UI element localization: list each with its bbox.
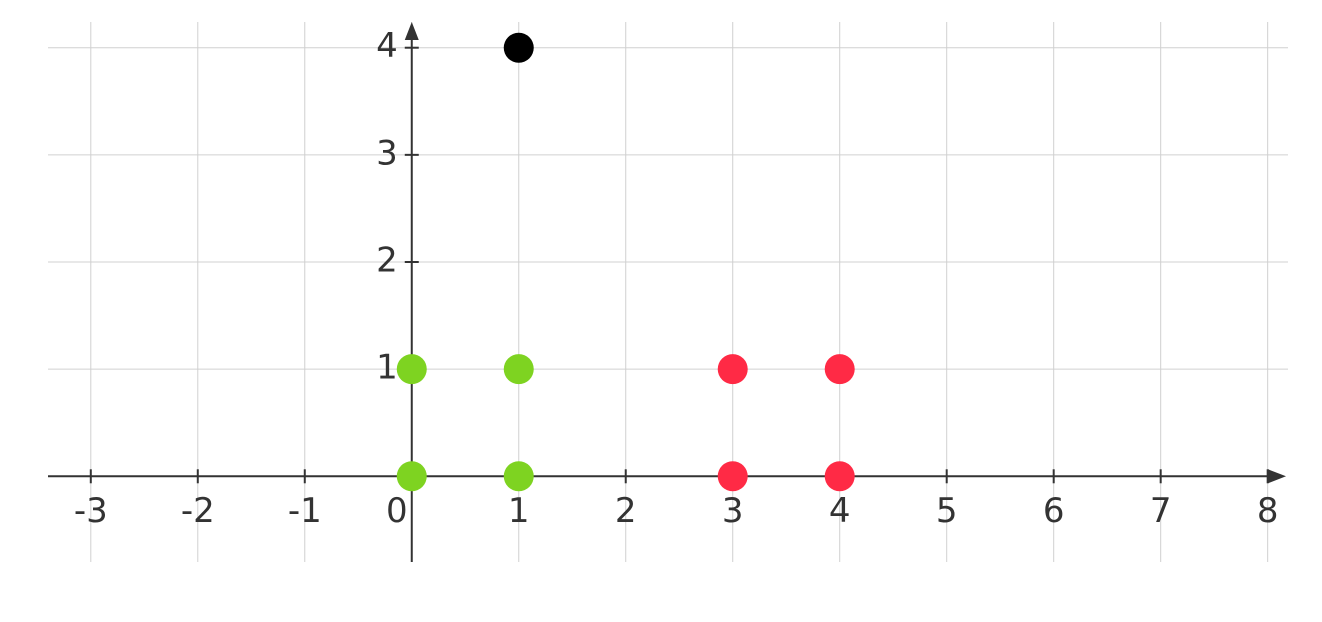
x-tick-label: 6 (1043, 491, 1065, 531)
point (503, 354, 534, 385)
y-tick-label: 1 (376, 348, 398, 388)
x-tick-label: 1 (508, 491, 530, 531)
point (503, 32, 534, 63)
point (824, 461, 855, 492)
point (824, 354, 855, 385)
marks (396, 32, 855, 492)
x-tick-label: 8 (1257, 491, 1279, 531)
y-tick-label: 2 (376, 241, 398, 281)
x-tick-label: 0 (386, 491, 408, 531)
y-tick-label: 3 (376, 133, 398, 173)
x-tick-label: 5 (936, 491, 958, 531)
point (717, 461, 748, 492)
x-tick-label: 4 (829, 491, 851, 531)
x-axis-arrow (1268, 469, 1286, 484)
grid (48, 22, 1288, 562)
point (717, 354, 748, 385)
x-tick-label: 2 (615, 491, 637, 531)
x-tick-label: -2 (181, 491, 215, 531)
y-tick-label: 4 (376, 26, 398, 66)
y-axis-arrow (404, 22, 419, 40)
x-tick-label: -3 (74, 491, 108, 531)
point (396, 461, 427, 492)
axes: -3 -2 -1 0 1 2 3 4 5 6 7 8 1 2 3 4 (48, 22, 1286, 562)
x-tick-label: 3 (722, 491, 744, 531)
x-tick-label: 7 (1150, 491, 1172, 531)
x-tick-label: -1 (288, 491, 322, 531)
point (503, 461, 534, 492)
point (396, 354, 427, 385)
